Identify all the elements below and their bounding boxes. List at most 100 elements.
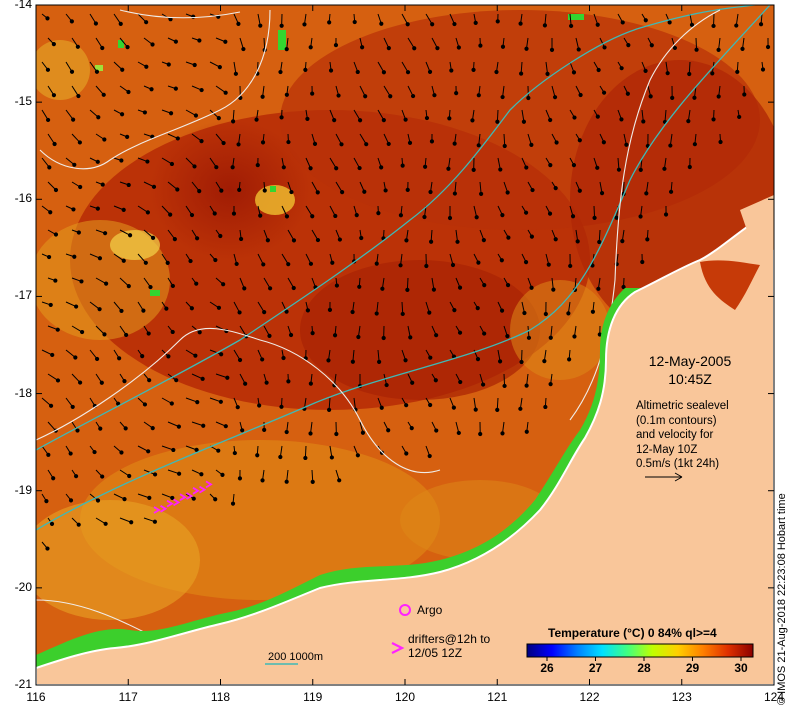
velocity-arrow: [549, 37, 555, 53]
velocity-arrow: [527, 133, 534, 147]
warm-pool: [300, 260, 540, 400]
velocity-arrow: [617, 109, 624, 122]
velocity-arrow: [718, 133, 723, 145]
velocity-arrow: [623, 133, 629, 147]
velocity-arrow: [500, 85, 505, 100]
velocity-arrow: [479, 325, 487, 336]
velocity-arrow: [95, 277, 109, 286]
velocity-arrow: [233, 397, 240, 410]
velocity-arrow: [524, 37, 529, 51]
velocity-arrow: [137, 301, 146, 313]
colorbar: [526, 643, 754, 658]
velocity-arrow: [495, 13, 500, 24]
velocity-arrow: [620, 229, 625, 244]
velocity-arrow: [191, 277, 199, 286]
altimetry-info: Altimetric sealevel (0.1m contours) and …: [636, 399, 729, 472]
velocity-arrow: [527, 229, 534, 239]
velocity-arrow: [335, 229, 343, 242]
velocity-arrow: [65, 349, 78, 360]
velocity-arrow: [716, 37, 721, 52]
velocity-arrow: [209, 397, 223, 404]
y-tick-label: -19: [14, 482, 32, 497]
velocity-arrow: [239, 421, 245, 433]
velocity-arrow: [405, 181, 410, 192]
velocity-arrow: [95, 181, 105, 187]
velocity-arrow: [401, 397, 409, 408]
velocity-arrow: [374, 253, 379, 266]
velocity-arrow: [95, 421, 103, 431]
velocity-arrow: [137, 61, 149, 69]
velocity-arrow: [548, 325, 553, 340]
velocity-arrow: [287, 277, 296, 291]
velocity-arrow: [377, 109, 386, 123]
velocity-arrow: [310, 469, 315, 484]
velocity-arrow: [257, 349, 265, 362]
velocity-arrow: [449, 13, 457, 27]
velocity-arrow: [137, 493, 152, 500]
velocity-arrow: [383, 133, 391, 147]
velocity-arrow: [65, 445, 73, 456]
velocity-arrow: [137, 397, 148, 407]
isobath-1000m: [36, 5, 771, 531]
velocity-arrow: [503, 325, 510, 339]
velocity-arrow: [495, 109, 500, 124]
velocity-arrow: [257, 253, 266, 267]
velocity-arrow: [185, 301, 194, 311]
cool-patch: [110, 230, 160, 260]
velocity-arrow: [119, 37, 130, 50]
velocity-arrow: [284, 85, 289, 97]
velocity-arrow: [143, 373, 152, 383]
velocity-arrow: [471, 157, 476, 173]
velocity-arrow: [377, 61, 387, 75]
velocity-arrow: [119, 133, 130, 139]
velocity-arrow: [401, 61, 411, 75]
velocity-arrow: [359, 37, 365, 50]
velocity-arrow: [262, 181, 267, 193]
credit-text: © IMOS 21-Aug-2018 22:23:08 Hobart time: [776, 493, 788, 705]
velocity-arrow: [431, 421, 439, 433]
velocity-arrow: [41, 109, 51, 123]
velocity-arrow: [89, 61, 100, 74]
velocity-arrow: [623, 85, 630, 96]
velocity-arrow: [551, 181, 558, 191]
x-tick-label: 123: [671, 690, 692, 704]
velocity-arrow: [71, 85, 81, 99]
velocity-arrow: [41, 205, 53, 215]
velocity-arrow: [428, 181, 433, 195]
velocity-arrow: [575, 229, 580, 244]
velocity-arrow: [765, 37, 771, 50]
velocity-arrow: [569, 13, 574, 29]
velocity-arrow: [383, 85, 393, 99]
velocity-arrow: [119, 277, 131, 289]
velocity-arrow: [452, 181, 457, 196]
velocity-arrow: [161, 493, 175, 501]
velocity-arrow: [545, 61, 550, 76]
velocity-arrow: [455, 325, 463, 335]
velocity-arrow: [279, 13, 284, 28]
velocity-arrow: [590, 301, 596, 314]
velocity-arrow: [569, 157, 577, 168]
drifter-point: [192, 487, 200, 495]
velocity-arrow: [95, 229, 108, 236]
velocity-arrow: [311, 229, 321, 243]
velocity-arrow: [597, 229, 602, 245]
velocity-arrow: [524, 373, 529, 388]
velocity-arrow: [447, 109, 452, 121]
velocity-arrow: [592, 205, 597, 220]
velocity-arrow: [65, 253, 77, 259]
velocity-arrow: [209, 301, 222, 310]
velocity-arrow: [263, 277, 273, 291]
velocity-arrow: [758, 13, 764, 27]
velocity-arrow: [593, 157, 600, 170]
velocity-arrow: [65, 205, 76, 212]
drifter-track: [153, 480, 213, 514]
velocity-arrow: [113, 61, 125, 72]
velocity-arrow: [329, 445, 334, 460]
velocity-arrow: [735, 61, 740, 74]
velocity-arrow: [495, 397, 500, 413]
x-tick-label: 122: [579, 690, 600, 704]
velocity-arrow: [431, 37, 440, 51]
velocity-arrow: [503, 181, 510, 195]
velocity-arrow: [473, 205, 479, 220]
velocity-arrow: [478, 421, 483, 437]
